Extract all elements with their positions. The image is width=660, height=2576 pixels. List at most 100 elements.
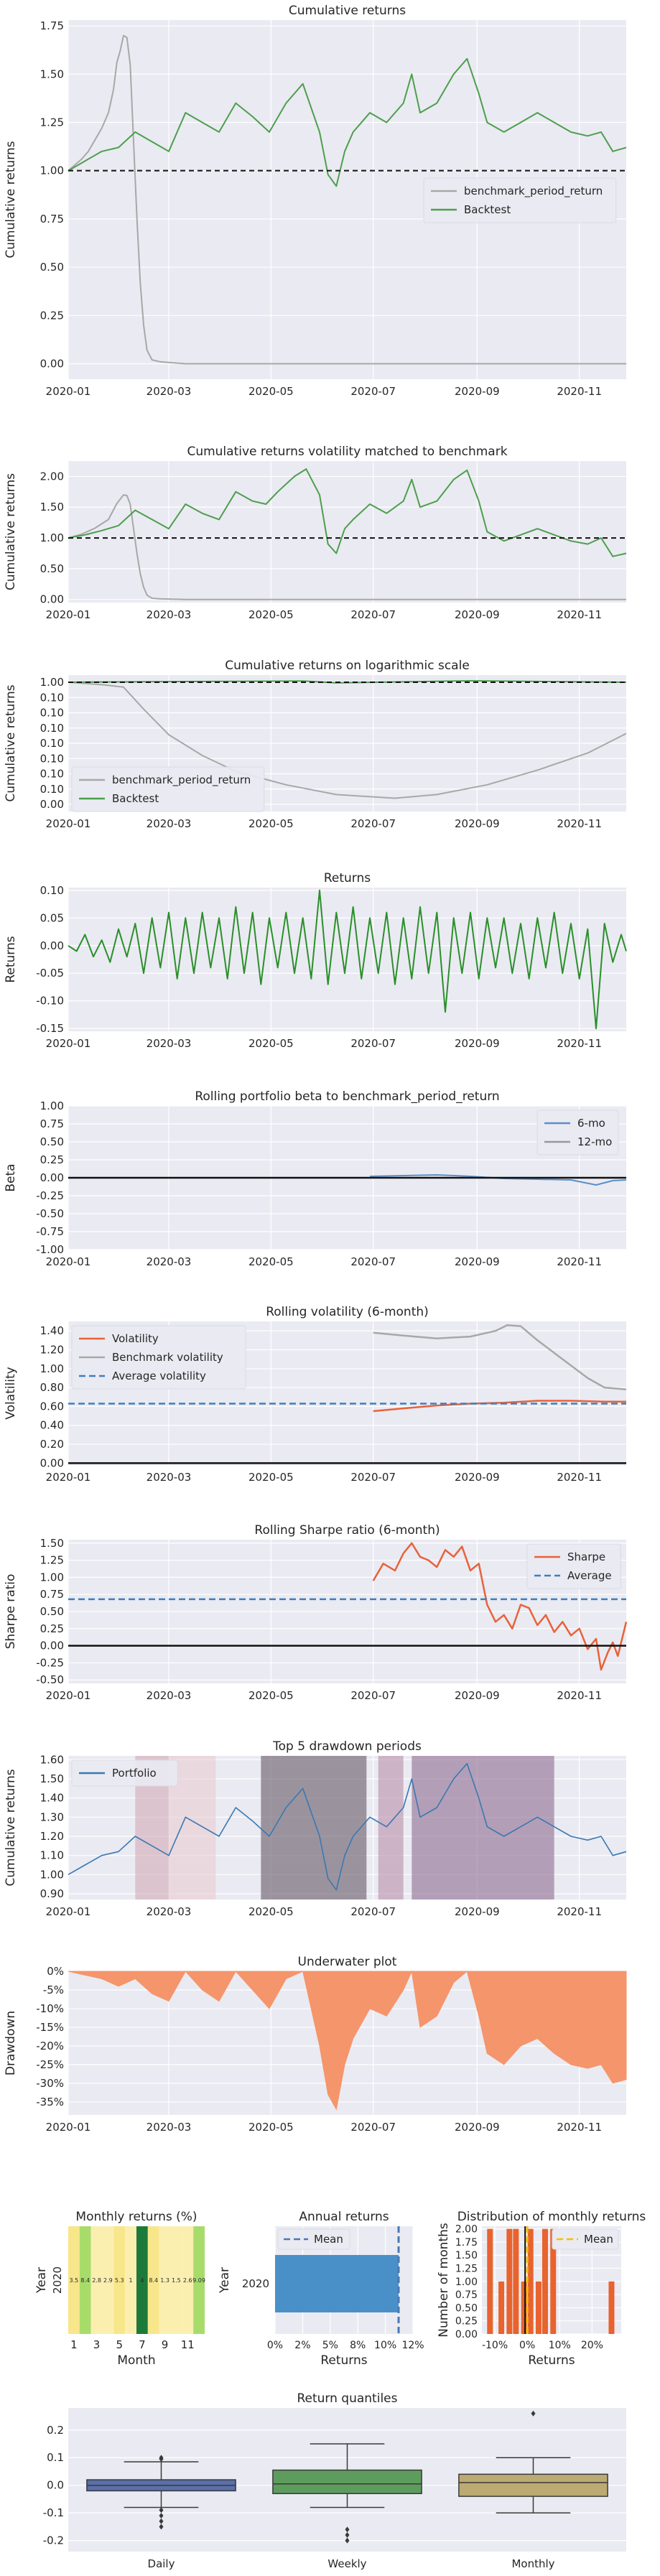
chart-3: -0.15 -0.10 -0.05 0.00 0.05 0.10 2020-01 2020-0… — [4, 871, 627, 1050]
y-tick-label: 2020 — [51, 2266, 64, 2294]
cell-label: 3.5 — [70, 2277, 79, 2284]
histogram-bar — [542, 2228, 548, 2334]
y-axis-label: Sharpe ratio — [4, 1574, 18, 1650]
drawdown-period — [412, 1756, 554, 1900]
cell-label: 2.6 — [183, 2277, 192, 2284]
x-axis-label: Month — [117, 2353, 155, 2368]
cell-label: 4 — [140, 2277, 144, 2284]
y-tick-label: -0.25 — [36, 1656, 64, 1669]
chart-9: Monthly returns (%)3.5 8.4 2.8 2.9 5.3 1 4 8.4 1… — [34, 2210, 205, 2368]
outlier — [345, 2531, 350, 2538]
x-tick-label: 3 — [93, 2338, 101, 2351]
x-tick-label: 2020-05 — [248, 385, 294, 398]
chart-title: Top 5 drawdown periods — [272, 1739, 422, 1754]
heatmap-cell — [79, 2226, 91, 2334]
heatmap-cell — [170, 2226, 182, 2334]
y-tick-label: -0.50 — [36, 1207, 64, 1220]
y-tick-label: -1.00 — [36, 1243, 64, 1256]
y-tick-label: 0.10 — [40, 722, 64, 735]
histogram-bar — [550, 2228, 557, 2334]
x-tick-label: -10% — [482, 2340, 508, 2351]
series-line-benchmark — [68, 682, 627, 799]
cell-label: 9.09 — [192, 2277, 205, 2284]
outlier — [345, 2537, 350, 2544]
x-tick-label: 2020-03 — [147, 2121, 192, 2134]
y-tick-label: -35% — [36, 2096, 64, 2108]
y-tick-label: 1.40 — [40, 1792, 64, 1805]
legend-box — [526, 1543, 621, 1589]
outlier — [345, 2526, 350, 2533]
series-line-portfolio — [68, 1762, 627, 1891]
outlier — [159, 2524, 164, 2530]
y-tick-label: 0.50 — [40, 1605, 64, 1618]
y-tick-label: 0.60 — [40, 1400, 64, 1413]
drawdown-period — [378, 1756, 404, 1900]
y-tick-label: 1.25 — [40, 116, 64, 129]
x-tick-label: 11 — [181, 2338, 195, 2351]
x-axis-label: Returns — [320, 2353, 367, 2368]
y-tick-label: 1.20 — [40, 1830, 64, 1843]
x-tick-label: 2020-03 — [147, 1471, 192, 1484]
y-axis-label: Beta — [4, 1163, 18, 1191]
cell-label: 1.3 — [160, 2277, 169, 2284]
histogram-bar — [535, 2281, 542, 2334]
x-tick-label: 2020-05 — [248, 1689, 294, 1702]
y-axis-label: Cumulative returns — [4, 473, 18, 590]
y-tick-label: 0.10 — [40, 707, 64, 720]
x-tick-label: 2020-07 — [350, 817, 396, 830]
x-tick-label: Monthly — [511, 2557, 554, 2570]
y-tick-label: 0.25 — [40, 1622, 64, 1635]
chart-title: Rolling Sharpe ratio (6-month) — [254, 1523, 440, 1538]
histogram-bar — [513, 2228, 519, 2334]
legend-entry: benchmark_period_return — [464, 185, 603, 198]
plot-area — [68, 461, 626, 603]
y-tick-label: 1.25 — [455, 2264, 478, 2275]
legend-entry: Backtest — [464, 203, 511, 216]
x-tick-label: 2020-05 — [248, 1255, 294, 1268]
chart-2: 1.00 0.10 0.10 0.10 0.10 0.10 0.10 0.10 0.00 2020… — [4, 659, 627, 830]
y-tick-label: 0.75 — [40, 1117, 64, 1130]
x-tick-label: 2020-05 — [248, 1905, 294, 1918]
y-tick-label: 0.50 — [455, 2302, 478, 2314]
y-tick-label: -0.75 — [36, 1225, 64, 1238]
outlier — [159, 2507, 164, 2514]
x-tick-label: 10% — [374, 2340, 396, 2351]
series-line-volatility — [373, 1400, 626, 1413]
x-tick-label: 2020-07 — [350, 1471, 396, 1484]
y-tick-label: -5% — [43, 1984, 64, 1996]
x-axis-label: Returns — [528, 2353, 575, 2368]
y-tick-label: 1.30 — [40, 1810, 64, 1823]
legend-entry: Average — [567, 1569, 612, 1582]
heatmap-cell — [125, 2226, 136, 2334]
x-tick-label: 2020-11 — [557, 1471, 602, 1484]
x-tick-label: 2020-01 — [46, 1689, 91, 1702]
x-tick-label: 2020-03 — [147, 385, 192, 398]
annual-bar — [275, 2255, 399, 2312]
legend-box — [71, 766, 265, 812]
y-axis-label: Number of months — [437, 2223, 451, 2338]
y-axis-label: Cumulative returns — [4, 141, 18, 258]
heatmap-cell — [113, 2226, 126, 2334]
legend-box — [71, 1325, 246, 1390]
x-tick-label: 2020-05 — [248, 2121, 294, 2134]
x-tick-label: 0% — [267, 2340, 283, 2351]
y-axis-label: Volatility — [4, 1367, 18, 1419]
cell-label: 1 — [129, 2277, 133, 2284]
series-line-backtest — [68, 57, 627, 187]
x-tick-label: 2020-05 — [248, 1037, 294, 1050]
y-tick-label: -0.25 — [36, 1189, 64, 1202]
y-tick-label: 1.00 — [40, 676, 64, 689]
x-tick-label: 2020-11 — [557, 385, 602, 398]
y-tick-label: 1.50 — [455, 2250, 478, 2261]
histogram-bar — [608, 2281, 615, 2334]
cell-label: 2.8 — [92, 2277, 101, 2284]
x-tick-label: Daily — [148, 2557, 175, 2570]
y-tick-label: 0.00 — [40, 798, 64, 811]
outlier — [159, 2513, 164, 2519]
chart-0: 0.00 0.25 0.50 0.75 1.00 1.25 1.50 1.75 2020-01 2… — [4, 4, 627, 398]
y-tick-label: -0.10 — [36, 995, 64, 1008]
y-tick-label: 0.25 — [40, 1153, 64, 1166]
x-tick-label: 2020-11 — [557, 2121, 602, 2134]
y-tick-label: 0.2 — [47, 2424, 64, 2437]
